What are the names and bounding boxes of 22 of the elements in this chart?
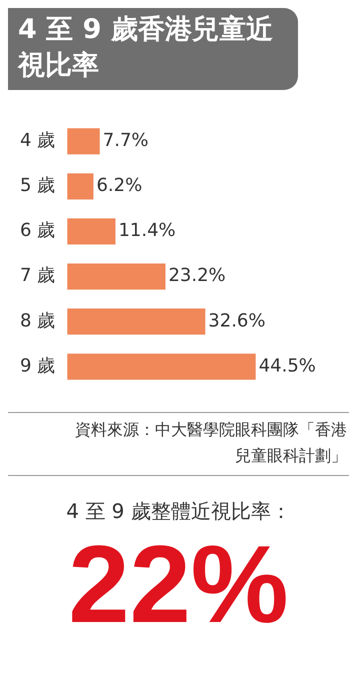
bar (67, 173, 94, 200)
data-label: 44.5% (258, 355, 316, 376)
y-tick-label: 9 歲 (20, 355, 56, 376)
y-tick-label: 8 歲 (20, 310, 56, 332)
bar (67, 263, 166, 290)
y-tick-label: 4 歲 (20, 130, 56, 152)
bar (67, 354, 256, 380)
source-note: 資料來源：中大醫學院眼科團隊「香港兒童眼科計劃」 (8, 412, 349, 476)
data-label: 6.2% (96, 175, 142, 196)
bar (67, 128, 100, 154)
data-label: 32.6% (208, 310, 266, 332)
text: 4 至 9 歲整體近視比率： (65, 498, 292, 525)
data-label: 7.7% (102, 130, 149, 152)
bar (67, 308, 206, 335)
bar (67, 218, 116, 245)
chart-title: 4 至 9 歲香港兒童近視比率 (8, 8, 298, 90)
y-tick-label: 5 歲 (20, 175, 56, 196)
data-label: 23.2% (168, 265, 226, 286)
y-tick-label: 7 歲 (20, 265, 56, 286)
data-label: 11.4% (118, 220, 176, 242)
text: 22% (67, 523, 290, 646)
y-tick-label: 6 歲 (20, 220, 56, 242)
